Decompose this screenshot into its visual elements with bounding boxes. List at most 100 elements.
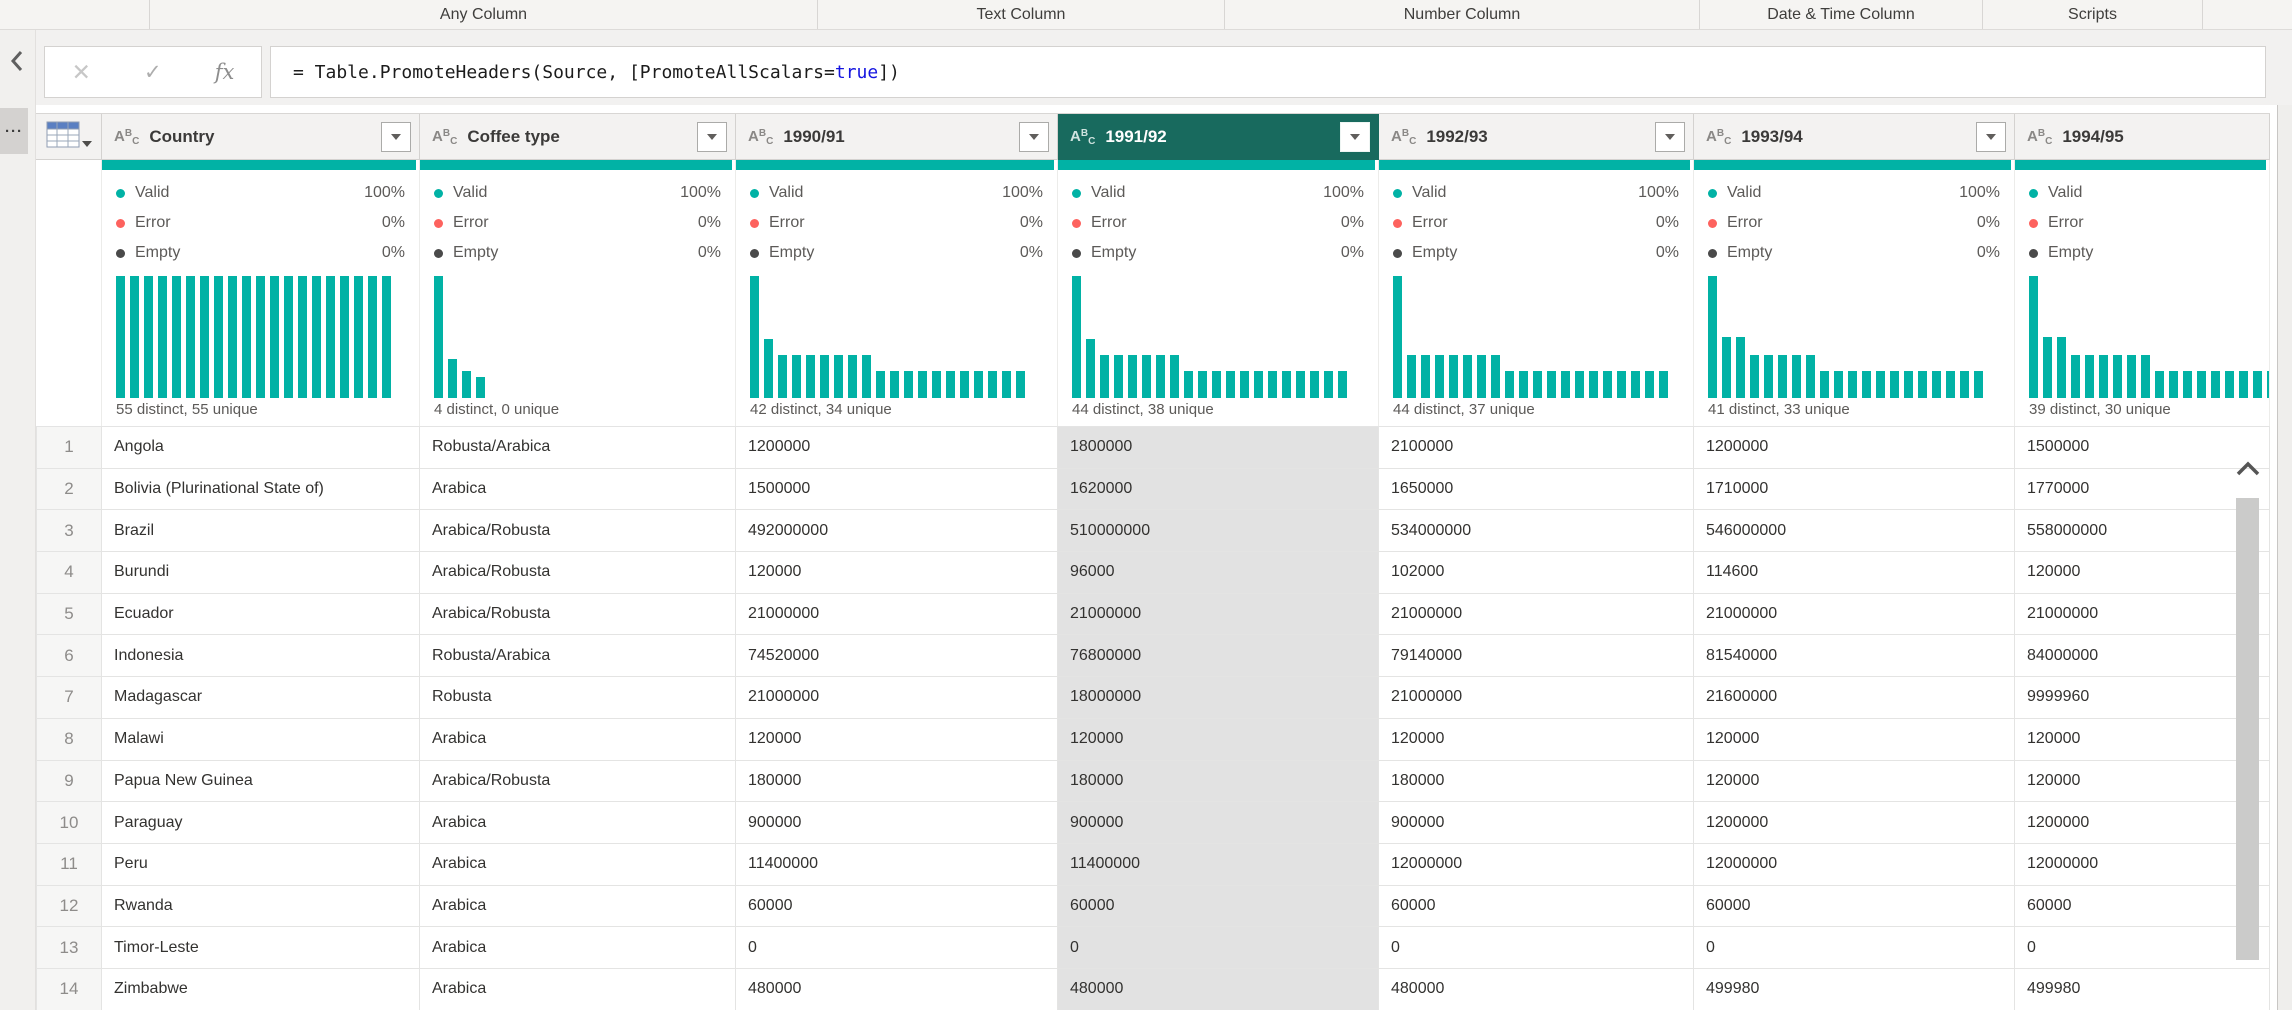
- cell-1993-94[interactable]: 21000000: [1694, 594, 2015, 636]
- cell-1992-93[interactable]: 534000000: [1379, 510, 1694, 552]
- cell-1994-95[interactable]: 120000: [2015, 552, 2270, 594]
- cell-country[interactable]: Indonesia: [102, 635, 420, 677]
- cell-1990-91[interactable]: 11400000: [736, 844, 1058, 886]
- cell-1991-92[interactable]: 120000: [1058, 719, 1379, 761]
- column-quality-bar[interactable]: [1694, 160, 2011, 170]
- cell-1993-94[interactable]: 114600: [1694, 552, 2015, 594]
- ribbon-group-number-column[interactable]: Number Column: [1225, 0, 1700, 29]
- cell-1990-91[interactable]: 120000: [736, 719, 1058, 761]
- queries-overflow-button[interactable]: ···: [0, 108, 28, 154]
- cell-coffee-type[interactable]: Robusta/Arabica: [420, 635, 736, 677]
- cell-country[interactable]: Burundi: [102, 552, 420, 594]
- cell-coffee-type[interactable]: Arabica/Robusta: [420, 761, 736, 803]
- cell-1992-93[interactable]: 79140000: [1379, 635, 1694, 677]
- cell-1992-93[interactable]: 12000000: [1379, 844, 1694, 886]
- ribbon-group-date-time-column[interactable]: Date & Time Column: [1700, 0, 1983, 29]
- filter-dropdown-button[interactable]: [381, 122, 411, 152]
- row-number[interactable]: 11: [36, 844, 102, 886]
- cell-1994-95[interactable]: 120000: [2015, 719, 2270, 761]
- row-number[interactable]: 6: [36, 635, 102, 677]
- cell-1993-94[interactable]: 120000: [1694, 719, 2015, 761]
- formula-input[interactable]: = Table.PromoteHeaders(Source, [PromoteA…: [270, 46, 2266, 98]
- cell-country[interactable]: Paraguay: [102, 802, 420, 844]
- cell-1991-92[interactable]: 18000000: [1058, 677, 1379, 719]
- vertical-scrollbar-thumb[interactable]: [2236, 498, 2259, 960]
- cell-1994-95[interactable]: 21000000: [2015, 594, 2270, 636]
- column-header-1994-95[interactable]: ABC1994/95: [2015, 114, 2270, 160]
- cell-1994-95[interactable]: 12000000: [2015, 844, 2270, 886]
- cell-1994-95[interactable]: 499980: [2015, 969, 2270, 1010]
- ribbon-group-text-column[interactable]: Text Column: [818, 0, 1225, 29]
- cell-1994-95[interactable]: 1770000: [2015, 469, 2270, 511]
- cell-1992-93[interactable]: 2100000: [1379, 427, 1694, 469]
- cell-1994-95[interactable]: 558000000: [2015, 510, 2270, 552]
- cell-1992-93[interactable]: 102000: [1379, 552, 1694, 594]
- column-header-1991-92[interactable]: ABC1991/92: [1058, 114, 1379, 160]
- cell-coffee-type[interactable]: Arabica: [420, 469, 736, 511]
- cell-coffee-type[interactable]: Arabica: [420, 844, 736, 886]
- cell-1993-94[interactable]: 120000: [1694, 761, 2015, 803]
- cell-1993-94[interactable]: 21600000: [1694, 677, 2015, 719]
- cell-1994-95[interactable]: 60000: [2015, 886, 2270, 928]
- cell-1993-94[interactable]: 499980: [1694, 969, 2015, 1010]
- expand-queries-pane-button[interactable]: [4, 48, 30, 78]
- row-number[interactable]: 14: [36, 969, 102, 1010]
- cell-country[interactable]: Rwanda: [102, 886, 420, 928]
- cell-1990-91[interactable]: 120000: [736, 552, 1058, 594]
- value-distribution-histogram[interactable]: [1379, 272, 1693, 398]
- cell-country[interactable]: Malawi: [102, 719, 420, 761]
- cell-1993-94[interactable]: 546000000: [1694, 510, 2015, 552]
- cell-country[interactable]: Peru: [102, 844, 420, 886]
- column-header-country[interactable]: ABCCountry: [102, 114, 420, 160]
- row-number[interactable]: 7: [36, 677, 102, 719]
- cell-1991-92[interactable]: 11400000: [1058, 844, 1379, 886]
- cell-1990-91[interactable]: 74520000: [736, 635, 1058, 677]
- cell-1993-94[interactable]: 0: [1694, 927, 2015, 969]
- row-number[interactable]: 4: [36, 552, 102, 594]
- cell-1994-95[interactable]: 84000000: [2015, 635, 2270, 677]
- ribbon-group-scripts[interactable]: Scripts: [1983, 0, 2203, 29]
- cell-1992-93[interactable]: 180000: [1379, 761, 1694, 803]
- column-header-1990-91[interactable]: ABC1990/91: [736, 114, 1058, 160]
- cell-1991-92[interactable]: 21000000: [1058, 594, 1379, 636]
- cell-1992-93[interactable]: 21000000: [1379, 677, 1694, 719]
- value-distribution-histogram[interactable]: [1058, 272, 1378, 398]
- filter-dropdown-button[interactable]: [1655, 122, 1685, 152]
- column-quality-bar[interactable]: [102, 160, 416, 170]
- cell-1990-91[interactable]: 21000000: [736, 594, 1058, 636]
- column-header-1992-93[interactable]: ABC1992/93: [1379, 114, 1694, 160]
- cell-1990-91[interactable]: 1200000: [736, 427, 1058, 469]
- value-distribution-histogram[interactable]: [1694, 272, 2014, 398]
- value-distribution-histogram[interactable]: [2015, 272, 2269, 398]
- column-header-1993-94[interactable]: ABC1993/94: [1694, 114, 2015, 160]
- select-all-table-button[interactable]: [36, 114, 102, 160]
- cell-1991-92[interactable]: 60000: [1058, 886, 1379, 928]
- cell-country[interactable]: Bolivia (Plurinational State of): [102, 469, 420, 511]
- cell-coffee-type[interactable]: Arabica: [420, 969, 736, 1010]
- value-distribution-histogram[interactable]: [420, 272, 735, 398]
- column-quality-bar[interactable]: [420, 160, 732, 170]
- cell-1991-92[interactable]: 900000: [1058, 802, 1379, 844]
- scroll-up-button[interactable]: [2235, 453, 2261, 489]
- cell-coffee-type[interactable]: Arabica/Robusta: [420, 594, 736, 636]
- commit-formula-icon[interactable]: ✓: [144, 60, 162, 85]
- cell-coffee-type[interactable]: Robusta/Arabica: [420, 427, 736, 469]
- cell-1991-92[interactable]: 510000000: [1058, 510, 1379, 552]
- cell-coffee-type[interactable]: Arabica: [420, 886, 736, 928]
- row-number[interactable]: 12: [36, 886, 102, 928]
- cell-1991-92[interactable]: 480000: [1058, 969, 1379, 1010]
- cell-1994-95[interactable]: 1200000: [2015, 802, 2270, 844]
- cell-1990-91[interactable]: 492000000: [736, 510, 1058, 552]
- cell-1994-95[interactable]: 1500000: [2015, 427, 2270, 469]
- cell-1993-94[interactable]: 1710000: [1694, 469, 2015, 511]
- cell-1990-91[interactable]: 0: [736, 927, 1058, 969]
- cell-country[interactable]: Madagascar: [102, 677, 420, 719]
- cell-1993-94[interactable]: 1200000: [1694, 802, 2015, 844]
- cell-1990-91[interactable]: 480000: [736, 969, 1058, 1010]
- filter-dropdown-button[interactable]: [1019, 122, 1049, 152]
- cell-1993-94[interactable]: 12000000: [1694, 844, 2015, 886]
- cell-country[interactable]: Zimbabwe: [102, 969, 420, 1010]
- ribbon-group-any-column[interactable]: Any Column: [150, 0, 818, 29]
- column-quality-bar[interactable]: [1058, 160, 1375, 170]
- cell-1994-95[interactable]: 9999960: [2015, 677, 2270, 719]
